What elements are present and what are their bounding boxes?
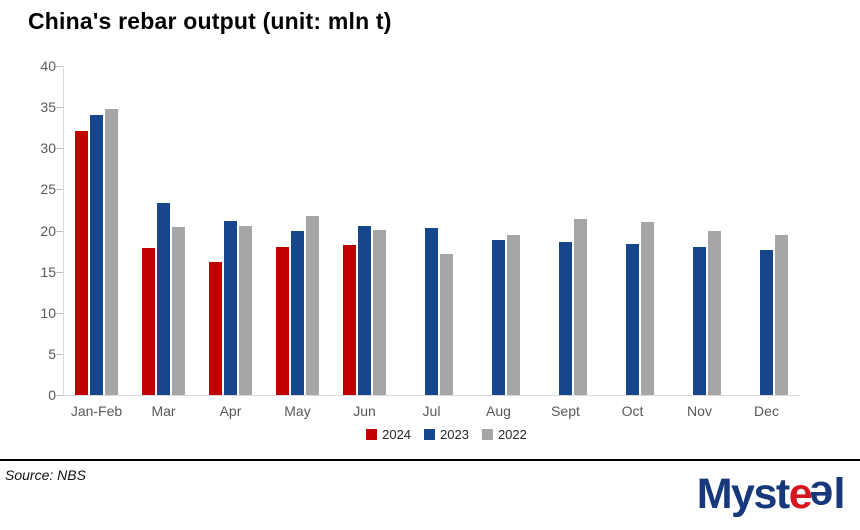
- y-tick-mark: [56, 271, 63, 273]
- legend-swatch-icon: [366, 429, 378, 440]
- bar-2022-jun: [373, 229, 386, 395]
- x-axis-tick-label: Oct: [621, 403, 644, 419]
- x-axis-tick-label: Jan-Feb: [70, 403, 123, 419]
- bar-2023-dec: [760, 250, 773, 395]
- bar-2022-oct: [641, 222, 654, 395]
- logo-e-red: e: [788, 470, 813, 518]
- x-axis-tick-label: Mar: [151, 403, 176, 419]
- y-axis-line: [63, 66, 64, 395]
- y-tick-mark: [56, 66, 63, 67]
- chart-legend: 2024 2023 2022: [78, 427, 815, 442]
- x-axis-tick-label: Nov: [687, 403, 712, 419]
- mysteel-logo: Myst e e l: [696, 470, 846, 520]
- bar-2022-mar: [172, 227, 185, 395]
- x-axis-tick-label: Jul: [422, 403, 441, 419]
- bar-2023-nov: [693, 246, 706, 395]
- source-note: Source: NBS: [5, 467, 86, 483]
- y-axis-tick-label: 40: [40, 58, 56, 74]
- plot-area: 0 5 10 15 20 25 30 35 40 Jan-Feb Mar Apr May Jun Jul Au…: [40, 58, 800, 419]
- bar-2023-jul: [425, 228, 438, 395]
- bar-2022-dec: [775, 234, 788, 395]
- legend-item-2022: 2022: [481, 427, 527, 442]
- logo-e-flipped: e: [811, 472, 834, 520]
- bar-2022-jul: [440, 254, 453, 395]
- bar-2023-mar: [157, 203, 170, 395]
- bar-2022-aug: [507, 235, 520, 395]
- legend-swatch-icon: [481, 429, 493, 440]
- y-axis-tick-label: 0: [48, 387, 56, 403]
- bar-2023-may: [291, 231, 304, 395]
- footer-divider: [0, 459, 860, 461]
- y-axis-tick-label: 10: [40, 304, 56, 321]
- y-tick-mark: [56, 353, 63, 355]
- x-axis-tick-label: Sept: [551, 403, 580, 419]
- x-axis-tick-label: Aug: [486, 403, 511, 419]
- y-tick-mark: [56, 312, 63, 314]
- y-axis-tick-label: 5: [48, 345, 56, 362]
- x-axis-tick-label: Jun: [353, 403, 376, 419]
- bar-2024-apr: [209, 261, 222, 395]
- bar-2023-jun: [358, 225, 371, 395]
- bar-2024-jun: [343, 245, 356, 395]
- y-tick-mark: [56, 148, 63, 150]
- logo-text-pre: Myst: [696, 470, 790, 518]
- bar-2022-may: [306, 215, 319, 395]
- bar-2022-nov: [708, 231, 721, 395]
- legend-item-2024: 2024: [366, 427, 411, 442]
- logo-text-post: l: [833, 470, 846, 518]
- legend-label: 2022: [497, 427, 527, 442]
- bar-2022-apr: [239, 226, 252, 395]
- legend-label: 2024: [382, 427, 412, 442]
- x-axis-line: [63, 395, 800, 396]
- bar-2022-sept: [574, 218, 587, 395]
- bar-2023-apr: [224, 221, 237, 395]
- bar-2022-jan-feb: [105, 108, 118, 395]
- bar-2024-mar: [142, 247, 155, 395]
- y-tick-mark: [56, 107, 63, 109]
- y-axis-tick-label: 25: [40, 181, 56, 198]
- bar-2023-sept: [559, 242, 572, 395]
- bar-2023-jan-feb: [90, 115, 103, 395]
- x-axis-tick-label: Dec: [754, 403, 779, 419]
- y-axis-tick-label: 20: [40, 222, 56, 239]
- y-axis-tick-label: 35: [40, 99, 56, 116]
- y-axis-tick-label: 15: [40, 263, 56, 280]
- legend-item-2023: 2023: [424, 427, 469, 442]
- x-axis-tick-label: Apr: [219, 403, 242, 419]
- y-tick-mark: [56, 189, 63, 191]
- y-axis-tick-label: 30: [40, 140, 56, 157]
- bar-2024-may: [276, 246, 289, 395]
- x-axis-tick-label: May: [284, 403, 311, 419]
- bar-2024-jan-feb: [75, 130, 88, 395]
- bar-2023-aug: [492, 240, 505, 395]
- chart-title: China's rebar output (unit: mln t): [28, 8, 392, 34]
- bar-2023-oct: [626, 243, 639, 395]
- y-tick-mark: [56, 230, 63, 232]
- legend-label: 2023: [440, 427, 469, 442]
- y-tick-mark: [56, 395, 63, 396]
- legend-swatch-icon: [424, 429, 436, 440]
